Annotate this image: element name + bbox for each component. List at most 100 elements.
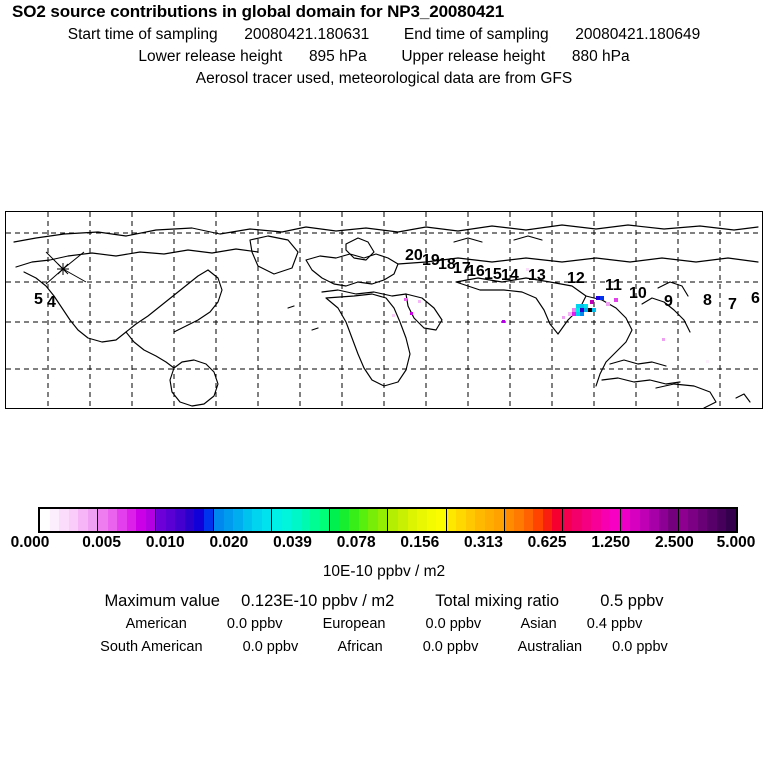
colorbar-cell-4-4 — [310, 509, 320, 531]
colorbar-cell-4-3 — [300, 509, 311, 531]
trajectory-label-19: 19 — [422, 252, 440, 269]
region-name-european: European — [322, 616, 386, 632]
colorbar-cell-7-5 — [494, 509, 504, 531]
colorbar-cell-0-2 — [59, 509, 69, 531]
trajectory-label-6: 6 — [751, 290, 760, 307]
trajectory-label-4: 4 — [47, 294, 56, 311]
colorbar-tick-5: 0.078 — [336, 534, 376, 551]
max-value-value: 0.123E-10 ppbv / m2 — [241, 592, 395, 610]
colorbar-cell-4-5 — [319, 509, 330, 531]
colorbar-tick-8: 0.625 — [527, 534, 567, 551]
trajectory-label-7: 7 — [728, 296, 737, 313]
release-height-line: Lower release height 895 hPa Upper relea… — [0, 46, 768, 68]
colorbar-cell-11-0 — [678, 509, 689, 531]
colorbar-cell-0-5 — [87, 509, 98, 531]
colorbar-cell-4-0 — [272, 509, 282, 531]
colorbar-cell-11-1 — [688, 509, 698, 531]
region-name-australian: Australian — [517, 639, 583, 655]
colorbar-cell-2-4 — [194, 509, 204, 531]
trajectory-label-17: 17 — [453, 260, 471, 277]
colorbar-cell-5-5 — [377, 509, 388, 531]
world-map-svg — [6, 212, 762, 408]
trajectory-label-16: 16 — [467, 263, 485, 280]
colorbar-cell-7-4 — [484, 509, 495, 531]
colorbar-segment-6 — [388, 509, 447, 531]
colorbar-cell-4-2 — [291, 509, 301, 531]
lower-release-label: Lower release height — [138, 48, 283, 65]
total-mixing-ratio-value: 0.5 ppbv — [600, 592, 664, 610]
concentration-plume — [392, 268, 709, 363]
colorbar-cell-3-2 — [233, 509, 243, 531]
colorbar-segment-10 — [620, 509, 679, 531]
end-time-value: 20080421.180649 — [575, 26, 701, 43]
colorbar-tick-10: 2.500 — [654, 534, 694, 551]
trajectory-label-5: 5 — [34, 291, 43, 308]
colorbar-cell-0-0 — [40, 509, 50, 531]
colorbar-cell-5-2 — [349, 509, 359, 531]
colorbar-cell-6-0 — [388, 509, 398, 531]
colorbar-unit-label: 10E-10 ppbv / m2 — [322, 563, 446, 580]
region-value-american: 0.0 ppbv — [226, 616, 283, 632]
colorbar-tick-0: 0.000 — [10, 534, 50, 551]
sampling-time-line: Start time of sampling 20080421.180631 E… — [0, 24, 768, 46]
colorbar-segment-7 — [446, 509, 505, 531]
colorbar-tick-9: 1.250 — [591, 534, 631, 551]
trajectory-label-12: 12 — [567, 270, 585, 287]
trajectory-label-8: 8 — [703, 292, 712, 309]
statistics-block: Maximum value 0.123E-10 ppbv / m2 Total … — [0, 590, 768, 659]
trajectory-label-18: 18 — [438, 256, 456, 273]
trajectory-label-13: 13 — [528, 267, 546, 284]
colorbar-cell-7-2 — [465, 509, 476, 531]
colorbar-cell-11-3 — [707, 509, 717, 531]
colorbar-cell-4-1 — [281, 509, 292, 531]
header-block: SO2 source contributions in global domai… — [0, 0, 768, 90]
colorbar-cell-3-1 — [223, 509, 234, 531]
region-value-african: 0.0 ppbv — [422, 639, 479, 655]
trajectory-label-14: 14 — [501, 267, 519, 284]
colorbar-segment-5 — [330, 509, 389, 531]
region-value-south-american: 0.0 ppbv — [242, 639, 299, 655]
colorbar-cell-2-5 — [203, 509, 214, 531]
colorbar-cell-3-4 — [252, 509, 262, 531]
colorbar-cell-2-1 — [165, 509, 176, 531]
colorbar-cell-6-2 — [407, 509, 418, 531]
colorbar-gradient[interactable] — [38, 507, 738, 533]
colorbar-cell-6-3 — [417, 509, 427, 531]
colorbar-cell-9-0 — [562, 509, 573, 531]
colorbar-cell-9-2 — [581, 509, 592, 531]
colorbar-tick-4: 0.039 — [273, 534, 312, 551]
page-title: SO2 source contributions in global domai… — [12, 2, 505, 21]
colorbar-cell-3-5 — [261, 509, 272, 531]
colorbar-cell-6-4 — [426, 509, 437, 531]
colorbar-cell-8-1 — [514, 509, 524, 531]
release-point-star-marker — [45, 251, 87, 285]
colorbar-cell-11-5 — [726, 509, 736, 531]
end-time-label: End time of sampling — [403, 26, 549, 43]
colorbar-cell-10-3 — [649, 509, 659, 531]
region-name-south-american: South American — [100, 639, 203, 655]
colorbar-cell-10-5 — [668, 509, 678, 531]
colorbar-cell-7-0 — [446, 509, 457, 531]
colorbar-tick-11: 5.000 — [716, 534, 756, 551]
colorbar-tick-labels: 0.000 0.005 0.010 0.020 0.039 0.078 0.156 0.313… — [0, 534, 768, 554]
trajectory-label-20: 20 — [405, 247, 423, 264]
colorbar-cell-7-3 — [475, 509, 485, 531]
max-value-label: Maximum value — [104, 592, 220, 610]
colorbar-cell-10-2 — [639, 509, 650, 531]
upper-release-label: Upper release height — [401, 48, 546, 65]
colorbar-cell-11-4 — [716, 509, 727, 531]
colorbar-cell-7-1 — [456, 509, 466, 531]
graticule-lines — [6, 212, 762, 408]
global-map-panel[interactable]: 20 19 18 17 16 15 14 13 12 11 10 9 8 7 6 5 4 — [5, 211, 763, 409]
region-value-european: 0.0 ppbv — [425, 616, 482, 632]
colorbar-segment-9 — [562, 509, 621, 531]
colorbar-cell-0-1 — [49, 509, 60, 531]
colorbar-tick-1: 0.005 — [82, 534, 122, 551]
colorbar-cell-1-4 — [136, 509, 146, 531]
colorbar-tick-3: 0.020 — [209, 534, 249, 551]
colorbar-tick-2: 0.010 — [145, 534, 185, 551]
colorbar-cell-3-0 — [214, 509, 224, 531]
colorbar-cell-1-0 — [98, 509, 108, 531]
colorbar-cell-8-4 — [542, 509, 553, 531]
upper-release-value: 880 hPa — [571, 48, 630, 65]
